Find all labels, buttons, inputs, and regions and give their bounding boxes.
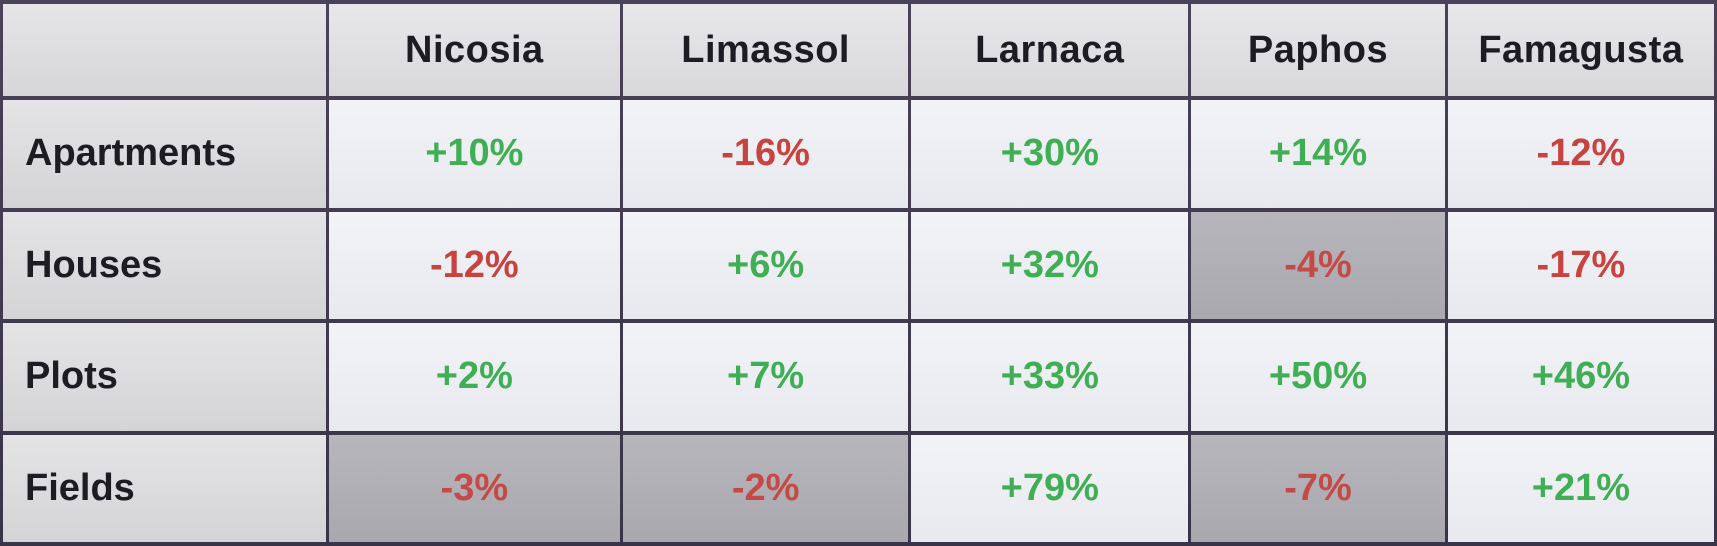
table-row: Apartments +10% -16% +30% +14% -12% — [3, 100, 1714, 208]
value-cell: +50% — [1191, 323, 1445, 431]
value-cell: -12% — [328, 211, 620, 319]
row-header: Plots — [3, 323, 326, 431]
row-header: Apartments — [3, 100, 326, 208]
value-cell: +79% — [911, 434, 1189, 542]
value-cell: +21% — [1447, 434, 1714, 542]
value-cell: -7% — [1191, 434, 1445, 542]
row-header: Houses — [3, 211, 326, 319]
value-cell: +14% — [1191, 100, 1445, 208]
column-header: Famagusta — [1447, 4, 1714, 96]
column-header: Larnaca — [911, 4, 1189, 96]
value-cell: +32% — [911, 211, 1189, 319]
value-cell: +33% — [911, 323, 1189, 431]
value-cell: -3% — [328, 434, 620, 542]
corner-cell — [3, 4, 326, 96]
column-header: Limassol — [622, 4, 909, 96]
column-header: Nicosia — [328, 4, 620, 96]
row-header: Fields — [3, 434, 326, 542]
value-cell: +6% — [622, 211, 909, 319]
table-row: Plots +2% +7% +33% +50% +46% — [3, 323, 1714, 431]
value-cell: -4% — [1191, 211, 1445, 319]
value-cell: -2% — [622, 434, 909, 542]
table-row: Fields -3% -2% +79% -7% +21% — [3, 434, 1714, 542]
value-cell: +2% — [328, 323, 620, 431]
column-header: Paphos — [1191, 4, 1445, 96]
table-body: Apartments +10% -16% +30% +14% -12% Houses -12%… — [3, 100, 1714, 542]
value-cell: +46% — [1447, 323, 1714, 431]
header-row: Nicosia Limassol Larnaca Paphos Famagust… — [3, 4, 1714, 96]
value-cell: +10% — [328, 100, 620, 208]
value-cell: +7% — [622, 323, 909, 431]
value-cell: -16% — [622, 100, 909, 208]
value-cell: -17% — [1447, 211, 1714, 319]
value-cell: -12% — [1447, 100, 1714, 208]
table-row: Houses -12% +6% +32% -4% -17% — [3, 211, 1714, 319]
value-cell: +30% — [911, 100, 1189, 208]
